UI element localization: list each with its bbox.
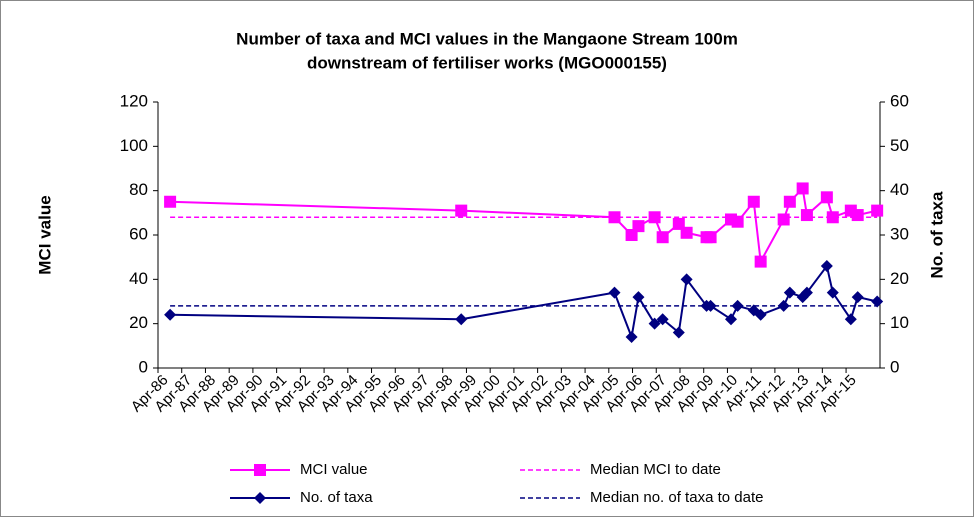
y2-axis-label: No. of taxa [927,191,946,278]
data-point [800,286,813,299]
y-tick-label: 100 [120,136,148,155]
y2-tick-label: 0 [890,357,899,376]
legend-label: Median no. of taxa to date [590,489,763,506]
data-point [783,195,796,208]
data-point [656,231,669,244]
data-point [164,308,177,321]
data-point [871,295,884,308]
data-point [754,308,767,321]
data-point [851,209,864,222]
data-point [704,299,717,312]
data-point [455,204,468,217]
legend-marker [254,464,266,476]
data-point [731,299,744,312]
data-point [680,273,693,286]
data-point [632,220,645,233]
data-point [625,330,638,343]
data-point [826,211,839,224]
y2-tick-label: 50 [890,136,909,155]
data-point [777,213,790,226]
data-point [820,191,833,204]
y2-tick-label: 30 [890,224,909,243]
chart-title: downstream of fertiliser works (MGO00015… [307,53,667,72]
data-point [851,291,864,304]
y-tick-label: 60 [129,224,148,243]
legend-label: Median MCI to date [590,461,721,478]
y-tick-label: 0 [139,357,148,376]
data-point [724,313,737,326]
legend-label: No. of taxa [300,489,373,506]
data-point [777,299,790,312]
data-point [731,215,744,228]
legend-marker [254,492,266,504]
data-point [871,204,884,217]
chart-title: Number of taxa and MCI values in the Man… [236,29,738,48]
data-point [796,182,809,195]
data-point [608,211,621,224]
data-point [783,286,796,299]
data-point [754,255,767,268]
data-point [747,195,760,208]
data-point [680,226,693,239]
y2-tick-label: 20 [890,269,909,288]
data-point [826,286,839,299]
y-tick-label: 40 [129,269,148,288]
data-point [844,313,857,326]
y-tick-label: 20 [129,313,148,332]
data-point [455,313,468,326]
data-point [672,326,685,339]
data-point [648,211,661,224]
y2-tick-label: 60 [890,91,909,110]
data-point [648,317,661,330]
y2-tick-label: 10 [890,313,909,332]
y-tick-label: 80 [129,180,148,199]
data-point [656,313,669,326]
data-point [164,195,177,208]
data-point [704,231,717,244]
y-tick-label: 120 [120,91,148,110]
data-point [800,209,813,222]
data-point [608,286,621,299]
data-point [820,260,833,273]
y-axis-label: MCI value [35,195,54,274]
legend-label: MCI value [300,461,368,478]
data-point [632,291,645,304]
y2-tick-label: 40 [890,180,909,199]
